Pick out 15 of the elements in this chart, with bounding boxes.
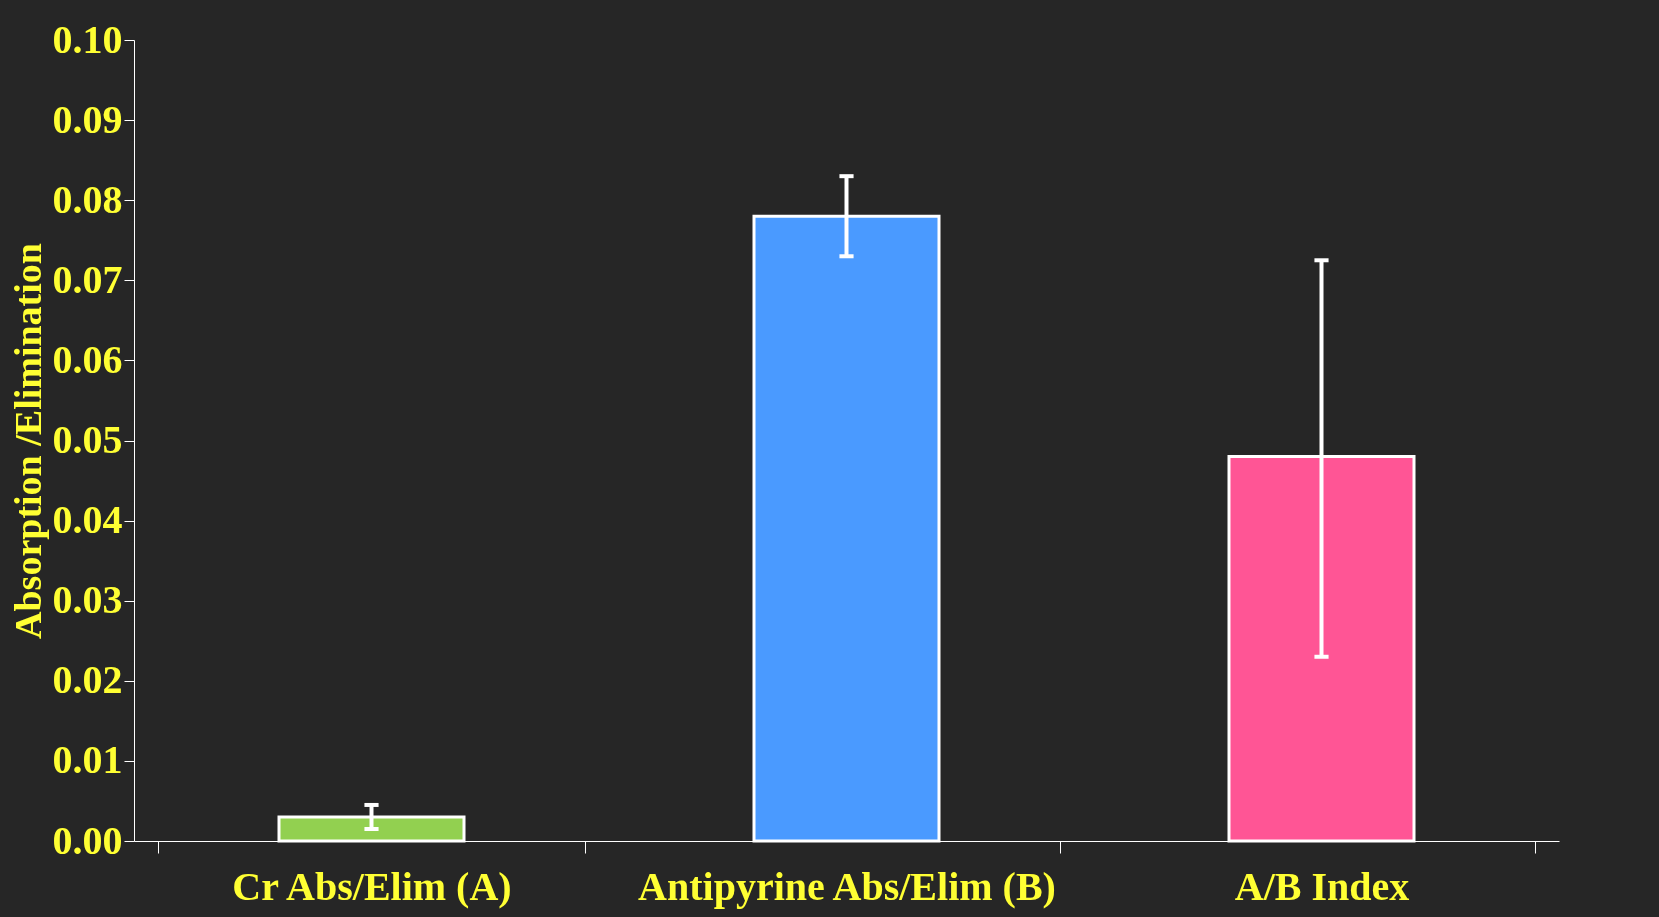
y-tick-label: 0.02 — [52, 657, 123, 703]
x-tick-label: A/B Index — [1234, 863, 1410, 909]
y-tick-label: 0.00 — [52, 817, 123, 863]
y-tick-label: 0.10 — [52, 16, 123, 62]
y-tick-label: 0.07 — [52, 256, 123, 302]
y-tick-label: 0.03 — [52, 577, 123, 623]
y-tick-label: 0.06 — [52, 336, 123, 382]
x-tick-label: Antipyrine Abs/Elim (B) — [638, 863, 1056, 909]
x-tick-label: Cr Abs/Elim (A) — [232, 863, 512, 909]
y-tick-label: 0.05 — [52, 417, 123, 462]
y-axis-title: Absorption /Elimination — [6, 243, 49, 639]
y-tick-label: 0.08 — [52, 176, 123, 222]
y-tick-label: 0.01 — [52, 737, 123, 783]
y-tick-label: 0.04 — [52, 497, 123, 543]
y-tick-label: 0.09 — [52, 96, 123, 142]
